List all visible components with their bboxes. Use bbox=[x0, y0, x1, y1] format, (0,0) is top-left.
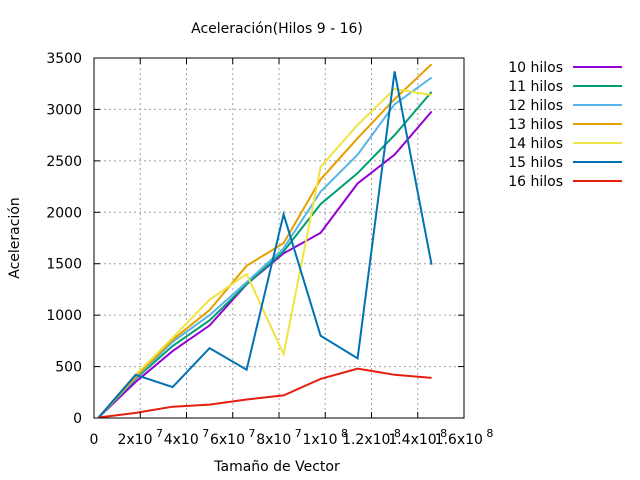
x-tick-label: 1.4x10 8 bbox=[388, 427, 447, 448]
y-tick-label: 3500 bbox=[46, 51, 82, 67]
y-tick-label: 3000 bbox=[46, 102, 82, 118]
y-tick-label: 500 bbox=[55, 360, 82, 376]
legend: 10 hilos 11 hilos 12 hilos 13 hilos 14 hilos… bbox=[508, 60, 622, 190]
series-line-12-hilos bbox=[97, 76, 433, 419]
legend-label: 13 hilos bbox=[508, 117, 563, 133]
y-tick-label: 1000 bbox=[46, 308, 82, 324]
y-axis-label: Aceleración bbox=[7, 197, 23, 279]
y-tick-label: 2500 bbox=[46, 154, 82, 170]
legend-label: 11 hilos bbox=[508, 79, 563, 95]
grid bbox=[94, 58, 464, 418]
legend-label: 16 hilos bbox=[508, 174, 563, 190]
x-tick-label: 4x10 7 bbox=[164, 427, 210, 448]
series-line-13-hilos bbox=[97, 63, 433, 419]
axis-ticks: 0 500 1000 1500 2000 2500 3000 3500 0 2x10 7 4x10 … bbox=[46, 51, 493, 448]
x-axis-label: Tamaño de Vector bbox=[213, 459, 340, 475]
x-tick-label: 1.6x10 8 bbox=[435, 427, 494, 448]
series-line-11-hilos bbox=[97, 91, 433, 419]
x-tick-label: 8x10 7 bbox=[256, 427, 302, 448]
x-tick-label: 1.2x10 8 bbox=[342, 427, 401, 448]
y-tick-label: 0 bbox=[73, 411, 82, 427]
series-lines bbox=[97, 63, 433, 419]
x-tick-label: 6x10 7 bbox=[210, 427, 256, 448]
x-tick-label: 2x10 7 bbox=[117, 427, 163, 448]
x-tick-label: 1x10 8 bbox=[302, 427, 348, 448]
x-tick-label: 0 bbox=[90, 432, 99, 448]
legend-label: 12 hilos bbox=[508, 98, 563, 114]
chart-title: Aceleración(Hilos 9 - 16) bbox=[191, 21, 363, 37]
y-tick-label: 2000 bbox=[46, 205, 82, 221]
legend-label: 14 hilos bbox=[508, 136, 563, 152]
legend-label: 15 hilos bbox=[508, 155, 563, 171]
series-line-14-hilos bbox=[97, 87, 432, 419]
series-line-16-hilos bbox=[98, 367, 432, 419]
legend-label: 10 hilos bbox=[508, 60, 563, 76]
y-tick-label: 1500 bbox=[46, 257, 82, 273]
series-line-15-hilos bbox=[97, 71, 433, 419]
